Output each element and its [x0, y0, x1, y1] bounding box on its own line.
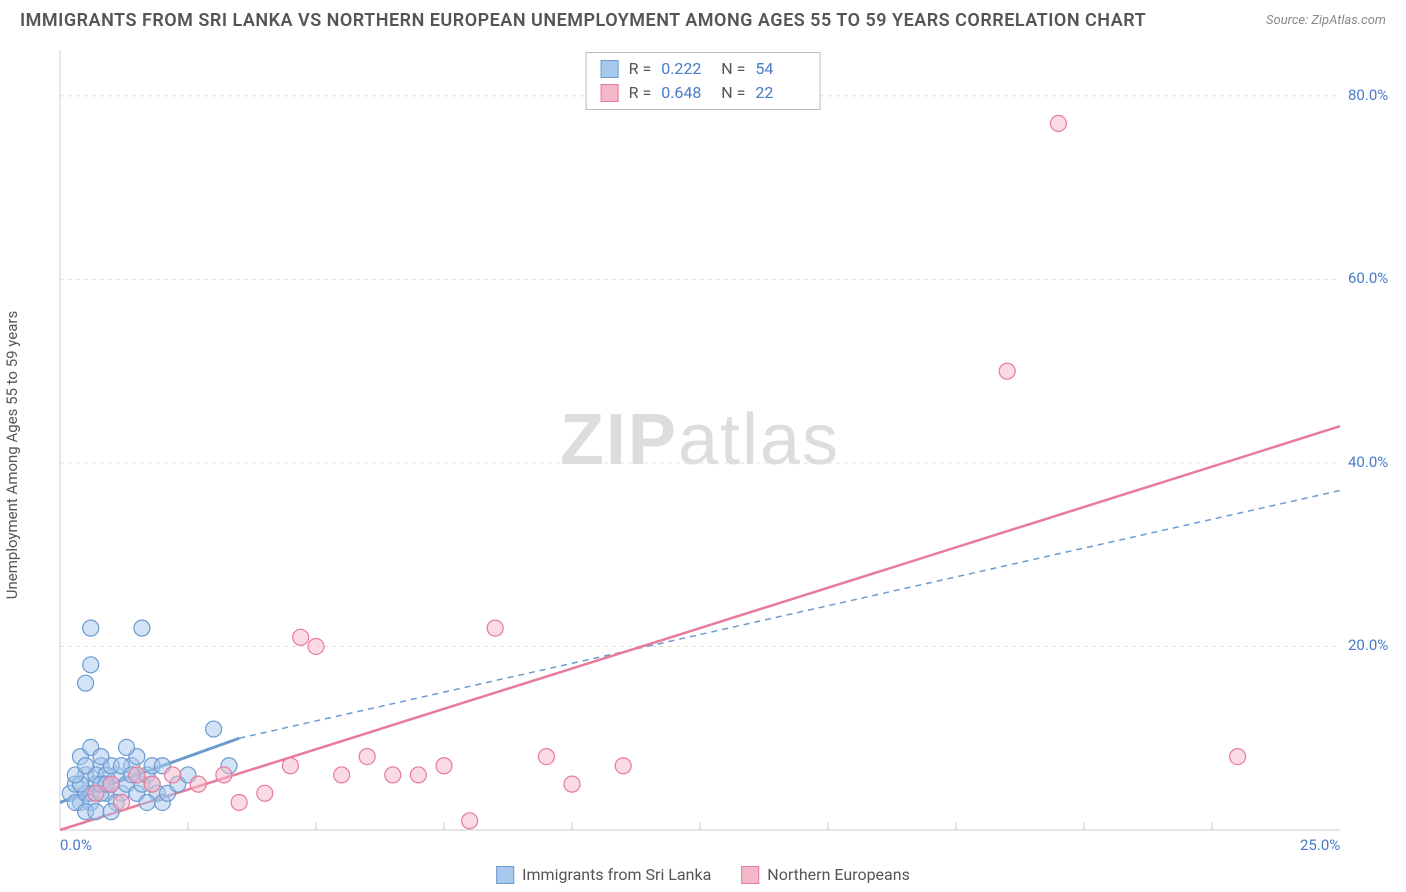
- data-point: [1230, 749, 1246, 765]
- x-tick-label: 25.0%: [1300, 836, 1340, 854]
- data-point: [293, 629, 309, 645]
- data-point: [385, 767, 401, 783]
- n-label: N =: [721, 57, 745, 81]
- scatter-chart: [60, 50, 1340, 830]
- data-point: [83, 657, 99, 673]
- stats-row: R = 0.648 N = 22: [601, 81, 806, 105]
- data-point: [83, 620, 99, 636]
- n-value: 54: [755, 57, 805, 81]
- data-point: [334, 767, 350, 783]
- y-axis-label: Unemployment Among Ages 55 to 59 years: [3, 311, 21, 599]
- r-label: R =: [629, 57, 652, 81]
- legend-label: Northern Europeans: [767, 865, 910, 884]
- data-point: [410, 767, 426, 783]
- data-point: [206, 721, 222, 737]
- data-point: [78, 758, 94, 774]
- y-tick-label: 60.0%: [1348, 269, 1388, 287]
- title-bar: IMMIGRANTS FROM SRI LANKA VS NORTHERN EU…: [20, 10, 1386, 31]
- data-point: [538, 749, 554, 765]
- legend-label: Immigrants from Sri Lanka: [522, 865, 711, 884]
- trend-line: [60, 426, 1340, 830]
- data-point: [88, 785, 104, 801]
- legend-swatch: [496, 866, 514, 884]
- data-point: [462, 813, 478, 829]
- data-point: [119, 739, 135, 755]
- data-point: [359, 749, 375, 765]
- n-label: N =: [721, 81, 745, 105]
- data-point: [308, 638, 324, 654]
- source-label: Source: ZipAtlas.com: [1266, 13, 1386, 28]
- data-point: [113, 794, 129, 810]
- n-value: 22: [755, 81, 805, 105]
- data-point: [436, 758, 452, 774]
- x-tick-label: 0.0%: [60, 836, 92, 854]
- data-point: [134, 620, 150, 636]
- data-point: [78, 675, 94, 691]
- data-point: [282, 758, 298, 774]
- data-point: [93, 749, 109, 765]
- legend-item: Northern Europeans: [741, 865, 910, 884]
- y-tick-label: 20.0%: [1348, 636, 1388, 654]
- r-label: R =: [629, 81, 652, 105]
- data-point: [165, 767, 181, 783]
- legend-item: Immigrants from Sri Lanka: [496, 865, 711, 884]
- data-point: [564, 776, 580, 792]
- plot-area: ZIPatlas: [60, 50, 1340, 830]
- chart-title: IMMIGRANTS FROM SRI LANKA VS NORTHERN EU…: [20, 10, 1146, 31]
- r-value: 0.648: [661, 81, 711, 105]
- data-point: [999, 363, 1015, 379]
- stats-row: R = 0.222 N = 54: [601, 57, 806, 81]
- y-tick-label: 80.0%: [1348, 86, 1388, 104]
- stats-box: R = 0.222 N = 54 R = 0.648 N = 22: [586, 52, 821, 110]
- stats-swatch: [601, 84, 619, 102]
- data-point: [139, 794, 155, 810]
- y-tick-label: 40.0%: [1348, 453, 1388, 471]
- data-point: [216, 767, 232, 783]
- data-point: [144, 776, 160, 792]
- data-point: [88, 804, 104, 820]
- data-point: [257, 785, 273, 801]
- data-point: [615, 758, 631, 774]
- data-point: [103, 776, 119, 792]
- stats-swatch: [601, 60, 619, 78]
- trend-line-ext: [239, 490, 1340, 738]
- data-point: [487, 620, 503, 636]
- legend: Immigrants from Sri Lanka Northern Europe…: [496, 865, 910, 884]
- data-point: [231, 794, 247, 810]
- data-point: [1050, 115, 1066, 131]
- legend-swatch: [741, 866, 759, 884]
- r-value: 0.222: [661, 57, 711, 81]
- data-point: [129, 767, 145, 783]
- data-point: [190, 776, 206, 792]
